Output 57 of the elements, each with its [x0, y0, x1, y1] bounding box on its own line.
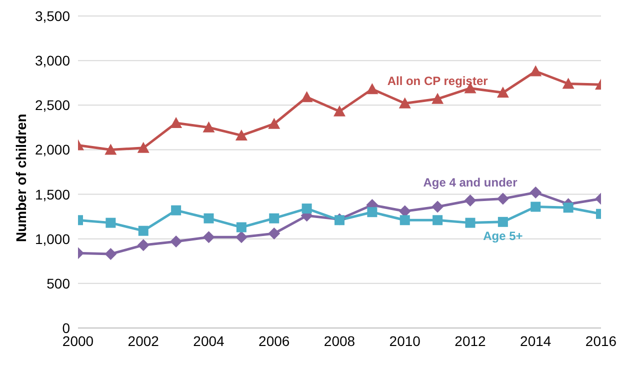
point	[170, 116, 182, 128]
point	[334, 105, 346, 116]
x-tick-label: 2008	[324, 332, 356, 349]
point	[171, 205, 182, 216]
point	[464, 194, 476, 207]
series-label: Age 5+	[483, 228, 523, 243]
point	[202, 231, 215, 244]
series-label: Age 4 and under	[423, 176, 518, 190]
point	[530, 202, 541, 212]
y-tick-label: 2,000	[34, 142, 70, 158]
point	[432, 215, 443, 226]
point	[204, 213, 214, 224]
point	[563, 202, 574, 213]
y-tick-label: 500	[46, 275, 70, 292]
x-tick-label: 2016	[585, 332, 617, 349]
x-tick-label: 2014	[520, 332, 552, 349]
point	[104, 248, 117, 260]
point	[236, 222, 246, 232]
series-label: All on CP register	[387, 74, 488, 88]
point	[302, 204, 312, 214]
point	[398, 97, 411, 108]
point	[137, 239, 150, 252]
point	[367, 207, 378, 218]
x-tick-label: 2012	[454, 332, 486, 349]
point	[432, 92, 444, 104]
y-tick-label: 3,000	[34, 52, 70, 69]
point	[496, 192, 509, 205]
point	[465, 218, 476, 228]
point	[138, 226, 148, 236]
point	[235, 231, 248, 244]
y-tick-label: 1,500	[34, 186, 70, 202]
point	[202, 121, 215, 132]
x-tick-label: 2002	[128, 332, 160, 349]
y-tick-label: 1,000	[34, 230, 70, 247]
point	[106, 218, 116, 228]
point	[498, 216, 508, 227]
point	[496, 86, 509, 98]
y-tick-label: 3,500	[34, 8, 70, 24]
point	[170, 236, 182, 248]
point	[300, 91, 313, 102]
point	[235, 129, 248, 140]
point	[137, 142, 150, 153]
point	[268, 118, 280, 129]
point	[366, 83, 378, 94]
point	[268, 228, 280, 240]
x-tick-label: 2004	[193, 332, 225, 349]
x-tick-label: 2010	[389, 332, 421, 349]
point	[530, 65, 542, 76]
point	[530, 186, 542, 199]
point	[562, 78, 574, 89]
point	[400, 215, 410, 226]
point	[432, 200, 444, 213]
point	[104, 144, 117, 155]
y-tick-label: 2,500	[34, 97, 70, 114]
point	[269, 213, 280, 224]
x-tick-label: 2006	[258, 332, 290, 349]
y-axis-title: Number of children	[12, 114, 29, 242]
